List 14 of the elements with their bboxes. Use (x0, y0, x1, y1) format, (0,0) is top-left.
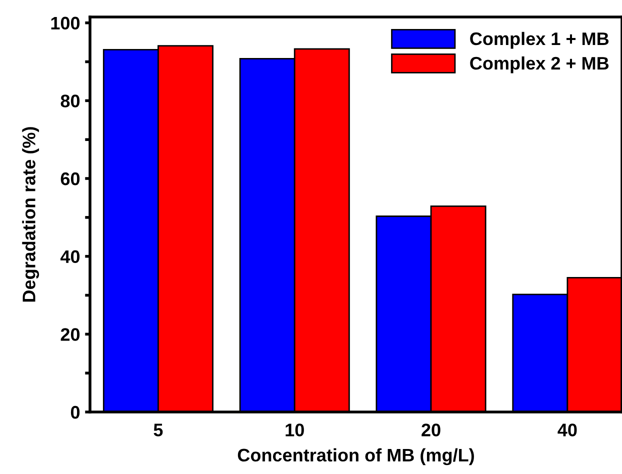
y-tick-label: 60 (60, 172, 80, 186)
y-tick-label: 100 (51, 16, 80, 30)
legend-label: Complex 2 + MB (470, 56, 609, 74)
x-tick-label: 20 (422, 424, 440, 436)
y-tick-label: 80 (60, 94, 80, 108)
y-tick-label: 0 (70, 406, 80, 419)
x-tick-label: 5 (154, 424, 163, 436)
x-axis-title: Concentration of MB (mg/L) (238, 448, 474, 466)
legend-label: Complex 1 + MB (470, 32, 609, 49)
y-tick-label: 20 (60, 328, 80, 341)
y-axis-title: Degradation rate (%) (22, 127, 40, 302)
y-tick-label: 40 (60, 250, 80, 264)
x-tick-label: 40 (558, 424, 577, 436)
x-tick-label: 10 (286, 424, 304, 436)
